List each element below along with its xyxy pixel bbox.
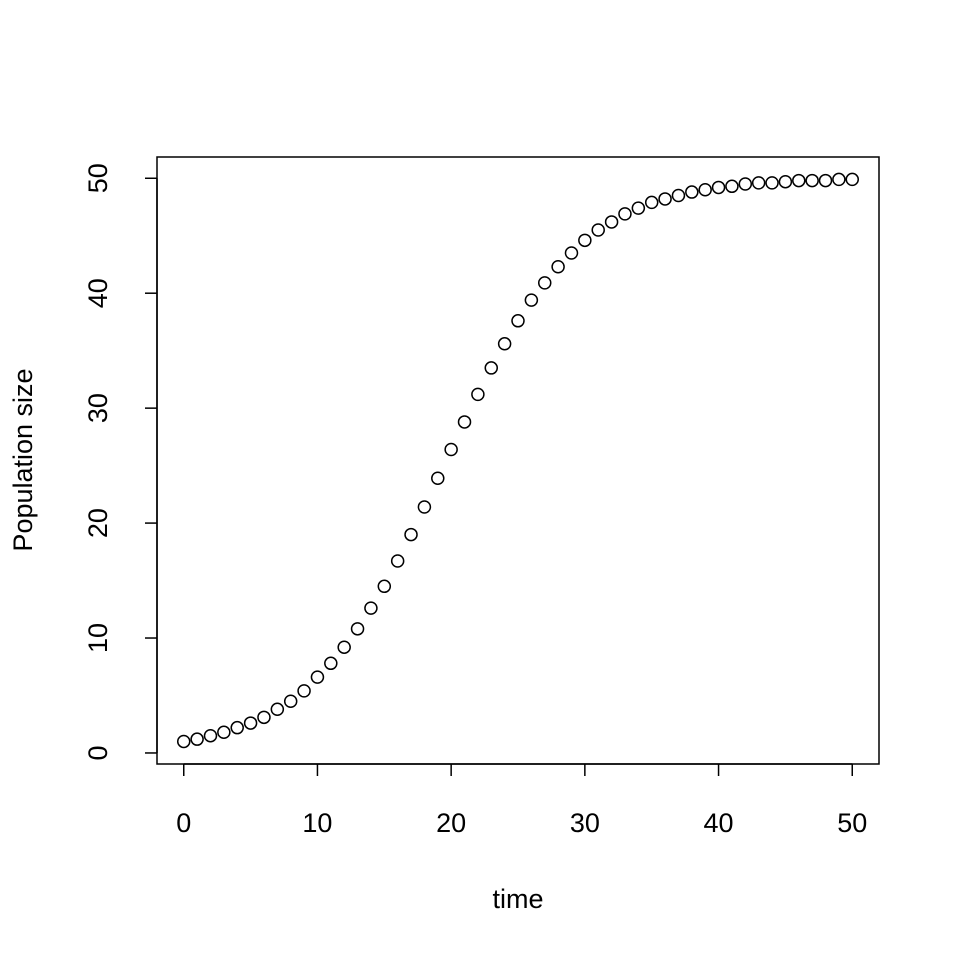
- point: [243, 716, 258, 730]
- y-tick-label: 10: [83, 623, 113, 653]
- point: [350, 622, 365, 636]
- point: [671, 188, 686, 203]
- point: [190, 732, 204, 746]
- point: [658, 192, 672, 206]
- x-tick-label: 30: [570, 808, 600, 838]
- point: [792, 173, 806, 188]
- point: [377, 579, 392, 594]
- point: [297, 684, 311, 698]
- point: [631, 201, 646, 215]
- point: [604, 215, 619, 229]
- y-tick-label: 20: [83, 508, 113, 538]
- x-tick-label: 10: [302, 808, 332, 838]
- point: [270, 702, 285, 717]
- point: [765, 176, 779, 190]
- point: [524, 293, 539, 307]
- point: [685, 185, 699, 199]
- point: [818, 173, 833, 188]
- point: [738, 177, 753, 191]
- y-axis-label: Population size: [8, 368, 38, 551]
- point: [497, 337, 512, 351]
- point: [537, 276, 552, 290]
- point: [832, 172, 846, 187]
- plot-box: [156, 156, 880, 765]
- point: [644, 195, 659, 210]
- point: [711, 180, 726, 195]
- point: [484, 361, 499, 375]
- point: [283, 694, 298, 708]
- point: [257, 710, 271, 725]
- point: [364, 601, 378, 615]
- point: [230, 720, 244, 735]
- point: [471, 387, 485, 402]
- point: [805, 173, 819, 188]
- point: [618, 207, 632, 221]
- x-tick-label: 40: [704, 808, 734, 838]
- x-tick-label: 0: [176, 808, 191, 838]
- point: [751, 176, 766, 190]
- point: [578, 233, 592, 248]
- point: [404, 527, 418, 542]
- point: [551, 260, 565, 274]
- point: [337, 640, 351, 654]
- y-tick-label: 50: [83, 163, 113, 193]
- point: [310, 670, 325, 684]
- x-tick-label: 50: [837, 808, 867, 838]
- y-tick-label: 40: [83, 278, 113, 308]
- y-tick-label: 0: [83, 745, 113, 760]
- point: [444, 442, 458, 457]
- point: [511, 314, 525, 328]
- point: [725, 179, 739, 194]
- point: [417, 500, 432, 514]
- point: [698, 183, 712, 197]
- point: [203, 728, 218, 743]
- point: [176, 734, 191, 749]
- y-tick-label: 30: [83, 393, 113, 423]
- point: [845, 172, 860, 187]
- point: [431, 471, 445, 486]
- x-axis-label: time: [492, 884, 543, 914]
- point: [217, 725, 231, 740]
- point: [591, 223, 605, 237]
- point: [390, 554, 405, 568]
- point: [324, 656, 338, 671]
- point: [564, 246, 579, 260]
- point: [778, 174, 793, 189]
- point: [457, 415, 472, 429]
- x-tick-label: 20: [436, 808, 466, 838]
